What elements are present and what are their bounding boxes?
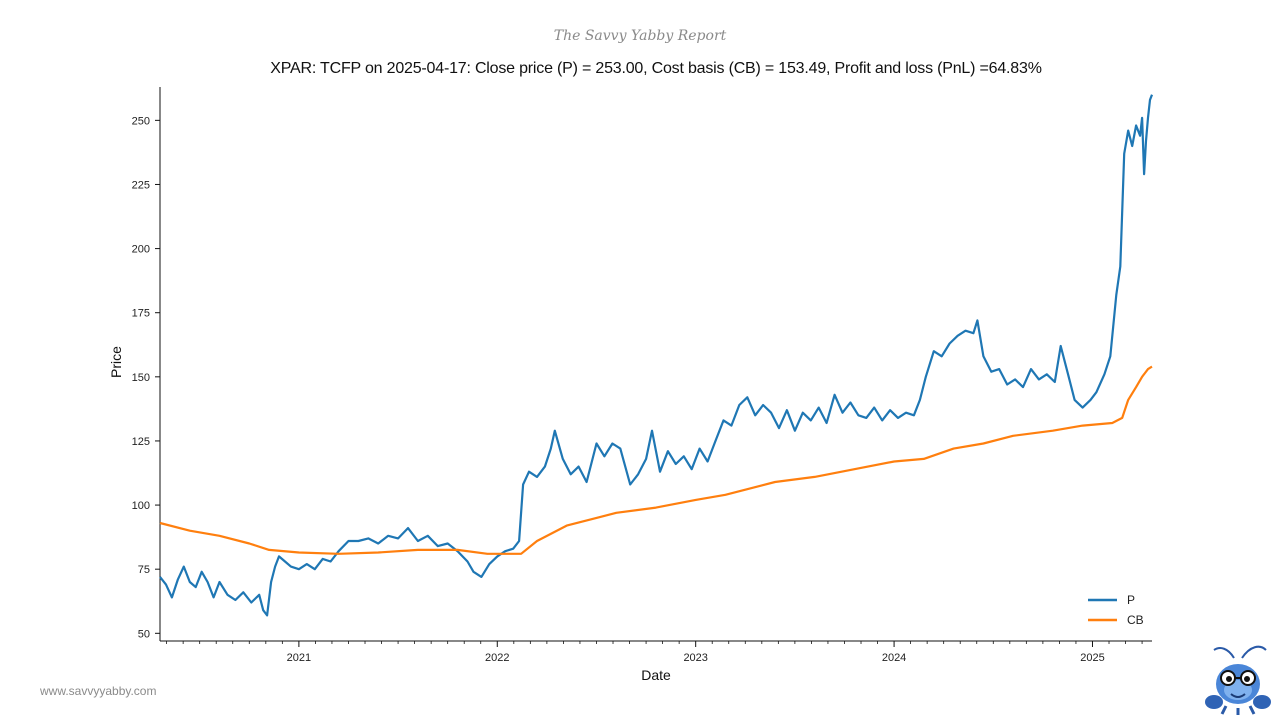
y-tick-label: 75 bbox=[138, 564, 150, 576]
brand-header: The Savvy Yabby Report bbox=[553, 28, 727, 44]
x-tick-label: 2022 bbox=[485, 652, 509, 664]
x-tick-label: 2025 bbox=[1080, 652, 1104, 664]
series-line-cb bbox=[159, 365, 1153, 555]
yabby-mascot-icon bbox=[1205, 645, 1271, 715]
x-tick-label: 2024 bbox=[882, 652, 906, 664]
chart-axes: 50 75 100 125 150 175 200 225 250 2021 2022 2023 202… bbox=[132, 87, 1152, 664]
y-tick-label: 250 bbox=[132, 115, 150, 127]
series-layer bbox=[159, 94, 1154, 617]
y-tick-label: 200 bbox=[132, 244, 150, 256]
y-tick-label: 150 bbox=[132, 372, 150, 384]
x-axis-label: Date bbox=[641, 667, 671, 683]
y-tick-label: 100 bbox=[132, 500, 150, 512]
chart-title: XPAR: TCFP on 2025-04-17: Close price (P… bbox=[270, 60, 1042, 77]
chart-legend: P CB bbox=[1088, 593, 1144, 627]
y-tick-label: 225 bbox=[132, 179, 150, 191]
series-line-p bbox=[159, 94, 1154, 617]
x-tick-label: 2021 bbox=[287, 652, 311, 664]
y-axis-label: Price bbox=[108, 346, 124, 378]
website-link[interactable]: www.savvyyabby.com bbox=[40, 684, 157, 698]
legend-label-p: P bbox=[1127, 593, 1135, 607]
x-tick-label: 2023 bbox=[683, 652, 707, 664]
y-tick-label: 125 bbox=[132, 436, 150, 448]
legend-label-cb: CB bbox=[1127, 613, 1144, 627]
y-tick-label: 50 bbox=[138, 628, 150, 640]
y-tick-label: 175 bbox=[132, 308, 150, 320]
